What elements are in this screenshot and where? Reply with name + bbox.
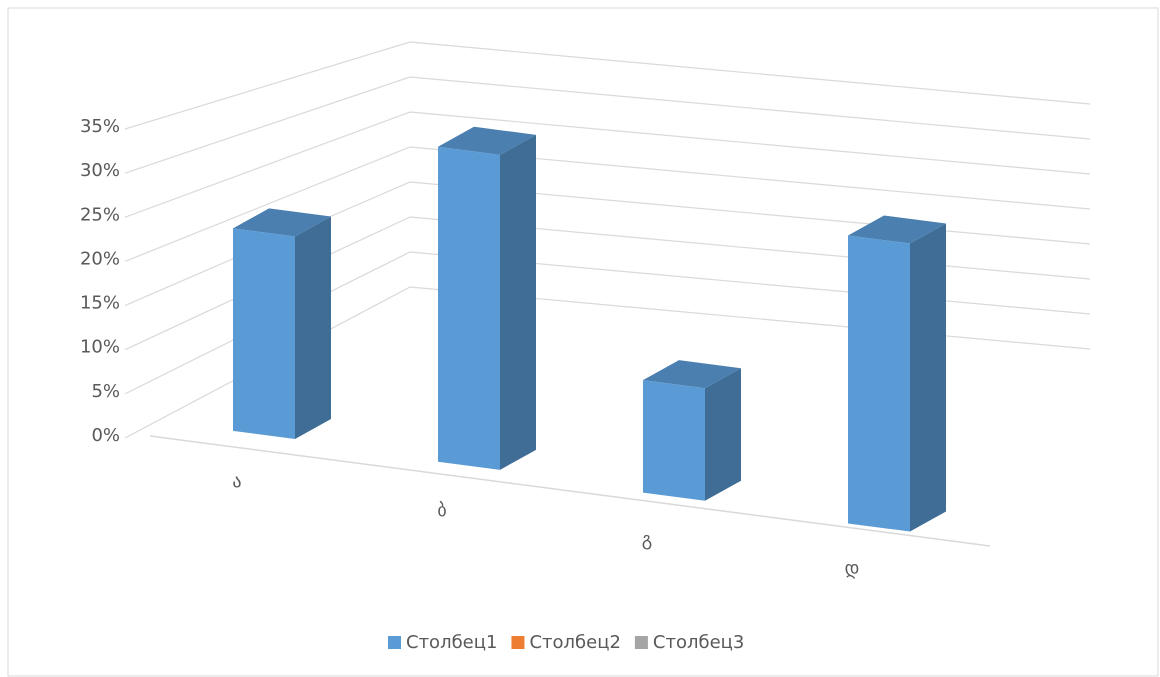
y-tick-label: 35%: [80, 116, 120, 137]
legend-swatch: [634, 636, 648, 649]
bar-front: [643, 380, 705, 501]
bar-top: [643, 360, 741, 389]
bar: [643, 360, 741, 501]
legend-swatch: [388, 636, 401, 649]
y-tick-label: 15%: [80, 293, 120, 314]
bar: [848, 215, 946, 532]
bar: [438, 126, 536, 470]
grid-line: [124, 41, 1091, 130]
floor-edge: [149, 435, 991, 547]
x-tick-label: გ: [642, 529, 652, 550]
bar-front: [848, 235, 910, 532]
grid-line: [124, 76, 1091, 174]
bar-side: [705, 368, 741, 501]
bar-front: [233, 228, 295, 439]
bar-side: [295, 216, 331, 439]
grid-line: [124, 181, 1091, 307]
chart-border: [7, 7, 1159, 677]
y-tick-label: 10%: [80, 337, 120, 358]
bar-top: [438, 126, 536, 155]
grid-line: [124, 146, 1091, 262]
bar-side: [910, 223, 946, 532]
legend-label: Столбец3: [653, 632, 744, 653]
y-tick-label: 25%: [80, 204, 120, 225]
x-tick-label: ა: [232, 471, 241, 492]
x-tick-label: ბ: [437, 500, 446, 521]
bar-front: [438, 146, 500, 470]
x-tick-label: დ: [845, 558, 860, 579]
y-tick-label: 30%: [80, 160, 120, 181]
grid-line: [124, 111, 1091, 218]
y-tick-label: 20%: [80, 248, 120, 269]
y-tick-label: 5%: [91, 381, 120, 402]
legend-label: Столбец2: [529, 632, 620, 653]
legend-label: Столбец1: [406, 632, 497, 653]
y-tick-label: 0%: [91, 425, 120, 446]
bar-top: [848, 215, 946, 244]
bar-top: [233, 208, 331, 237]
bar: [233, 208, 331, 439]
legend-swatch: [511, 636, 525, 649]
bar-side: [500, 134, 536, 470]
